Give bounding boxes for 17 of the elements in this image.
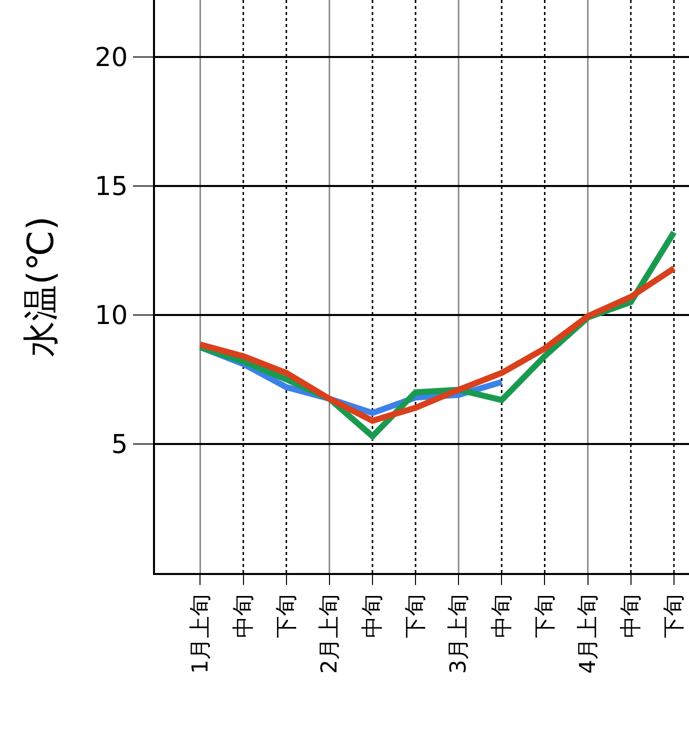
x-tick-label: 中旬	[619, 594, 644, 638]
x-tick-label: 下旬	[404, 594, 429, 638]
y-tick-label: 20	[94, 42, 128, 73]
x-tick-label: 4月上旬	[576, 594, 601, 674]
x-tick-label: 1月上旬	[188, 594, 214, 674]
x-tick-label: 中旬	[360, 594, 386, 638]
y-tick-label: 5	[111, 430, 128, 460]
y-tick-label: 10	[94, 300, 128, 331]
y-axis-title: 水温(℃)	[21, 216, 62, 357]
x-tick-label: 中旬	[231, 594, 256, 638]
x-tick-label: 3月上旬	[446, 594, 472, 674]
x-tick-label: 下旬	[274, 594, 300, 638]
y-tick-label: 15	[94, 172, 128, 202]
x-tick-label: 中旬	[490, 594, 515, 638]
x-tick-label: 下旬	[532, 594, 558, 638]
x-tick-label: 下旬	[662, 594, 688, 638]
x-tick-label: 2月上旬	[318, 594, 343, 674]
